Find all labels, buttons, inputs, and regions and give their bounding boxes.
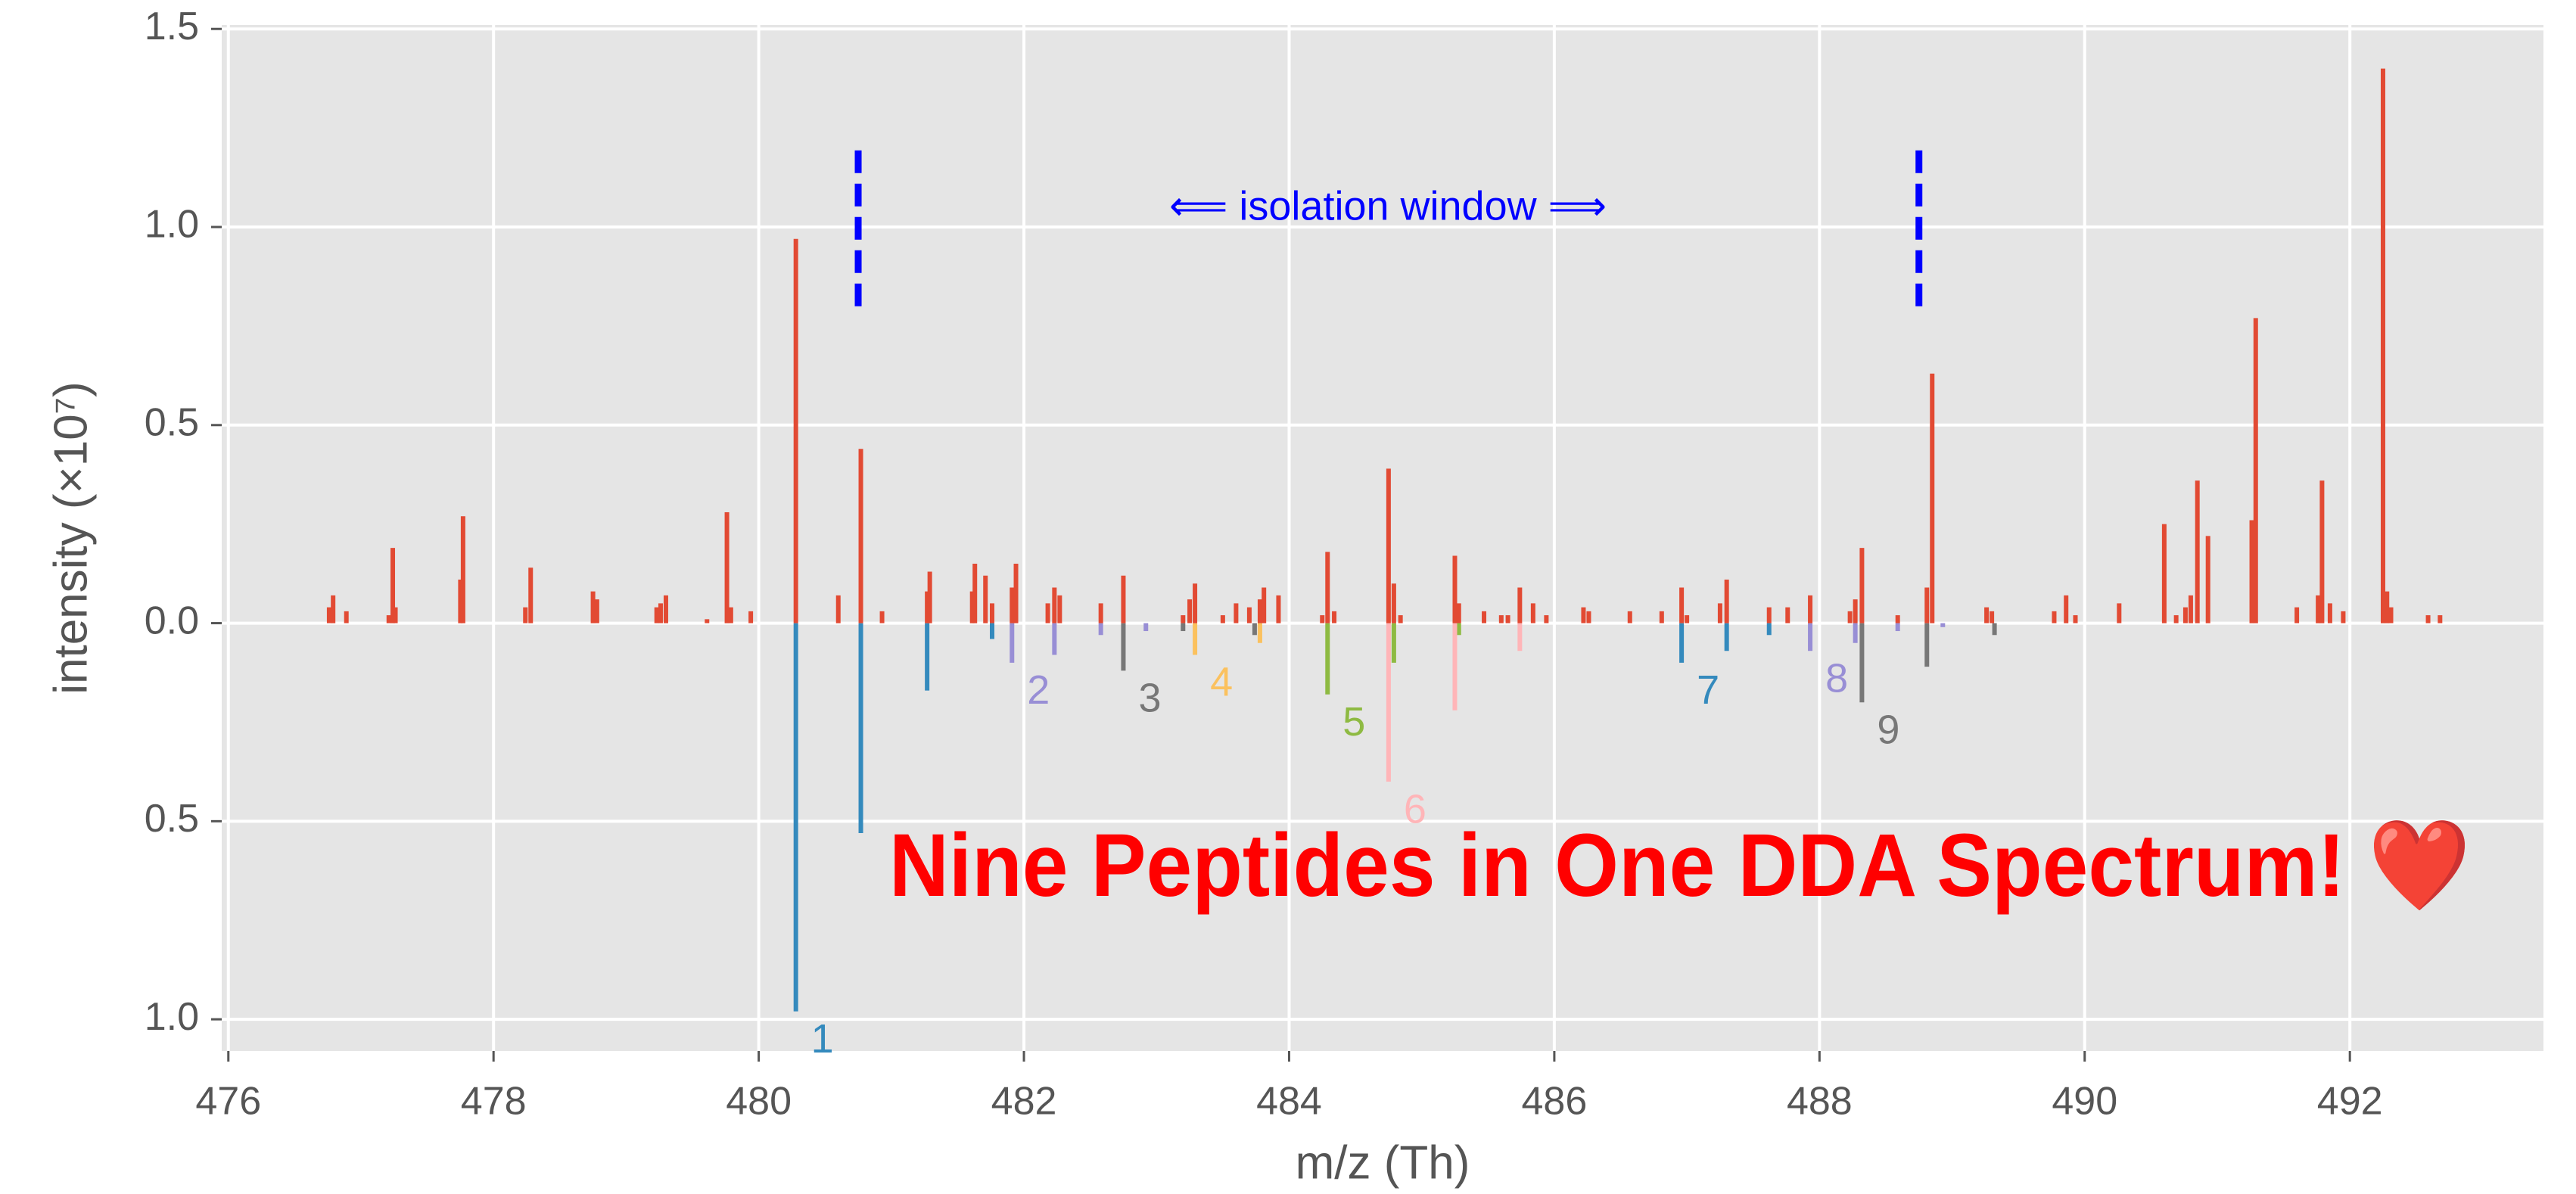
x-tick-label: 488 — [1787, 1080, 1853, 1124]
y-tick-label: 1.5 — [145, 5, 199, 48]
peptide-label: 2 — [1027, 667, 1050, 713]
plot-background — [222, 25, 2543, 1051]
peptide-label: 9 — [1877, 707, 1899, 753]
y-tick-label: 0.5 — [145, 401, 199, 445]
x-tick-label: 486 — [1522, 1080, 1588, 1124]
x-tick-label: 490 — [2052, 1080, 2117, 1124]
x-tick-label: 476 — [195, 1080, 261, 1124]
peptide-label: 8 — [1825, 655, 1848, 701]
y-tick-label: 1.0 — [145, 995, 199, 1039]
peptide-label: 7 — [1697, 667, 1719, 713]
x-tick-label: 480 — [726, 1080, 792, 1124]
x-tick-label: 492 — [2317, 1080, 2383, 1124]
peptide-label: 6 — [1404, 786, 1426, 832]
x-tick-label: 484 — [1256, 1080, 1322, 1124]
isolation-window-label: ⟸ isolation window ⟹ — [1169, 183, 1607, 229]
y-axis-title: intensity (×10⁷) — [45, 381, 97, 695]
peptide-label: 1 — [811, 1016, 834, 1062]
x-tick-label: 482 — [991, 1080, 1057, 1124]
marks: 1 2 3 4 56 7 89 — [326, 68, 2443, 1062]
y-tick-label: 0.0 — [145, 599, 199, 642]
peptide-label: 4 — [1210, 660, 1233, 705]
grid — [222, 25, 2543, 1051]
y-tick-label: 1.0 — [145, 203, 199, 247]
headline-annotation: Nine Peptides in One DDA Spectrum! ❤️ — [889, 816, 2472, 916]
x-tick-label: 478 — [461, 1080, 527, 1124]
peptide-label: 3 — [1138, 676, 1161, 721]
x-axis-title: m/z (Th) — [1296, 1136, 1470, 1189]
axes: 476 478 480 482 484 486 488 490 4921.51.00.50.00… — [145, 5, 2383, 1124]
y-tick-label: 0.5 — [145, 797, 199, 841]
peptide-label: 5 — [1342, 699, 1365, 745]
